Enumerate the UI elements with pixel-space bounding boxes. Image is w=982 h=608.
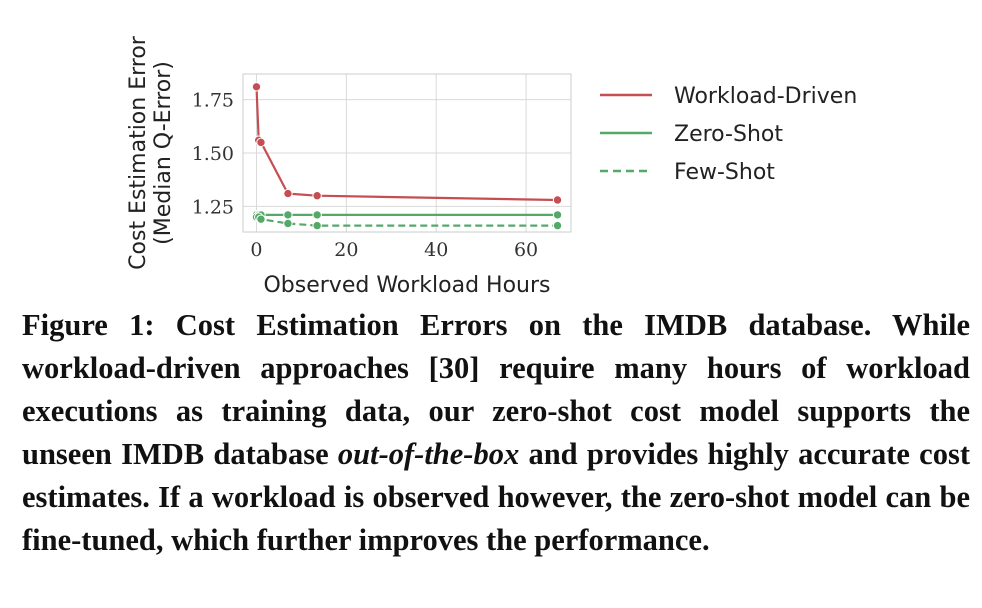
x-axis-label: Observed Workload Hours [263, 273, 550, 298]
legend-label-few-shot: Few-Shot [674, 160, 775, 185]
legend-label-zero-shot: Zero-Shot [674, 122, 783, 147]
series-line-workload-driven [255, 86, 558, 202]
data-point-zero-shot [312, 210, 322, 220]
y-tick-label: 1.50 [192, 143, 234, 165]
caption-text-start: Figure 1: Cost Estimation Errors on the … [22, 308, 970, 471]
x-tick-label: 40 [424, 239, 448, 261]
data-point-few-shot [283, 218, 293, 229]
legend-label-workload-driven: Workload-Driven [674, 84, 857, 109]
caption-italic: out-of-the-box [337, 437, 520, 471]
x-tick-label: 0 [250, 239, 262, 261]
y-tick-label: 1.25 [192, 196, 234, 218]
data-point-few-shot [552, 220, 563, 231]
cost-estimation-chart: 0 20 40 60 1.25 1.50 1.75 Cost Estimation Erro… [126, 35, 857, 298]
data-point-workload-driven [552, 195, 563, 205]
y-axis-label-line2: (Median Q-Error) [151, 61, 176, 245]
y-axis-label-line1: Cost Estimation Error [126, 35, 151, 270]
data-point-few-shot [312, 220, 322, 231]
legend: Workload-Driven Zero-Shot Few-Shot [600, 84, 857, 185]
caption-text-end: and provides highly accurate cost estima… [22, 437, 970, 557]
data-point-zero-shot [283, 210, 293, 220]
series-line-few-shot [256, 216, 558, 227]
data-point-workload-driven [251, 82, 262, 92]
data-point-few-shot [256, 214, 266, 224]
y-tick-label: 1.75 [192, 90, 234, 112]
data-point-workload-driven [283, 188, 293, 199]
figure-caption: Figure 1: Cost Estimation Errors on the … [22, 304, 970, 562]
plot-frame [242, 73, 572, 233]
data-point-zero-shot [552, 210, 563, 220]
x-tick-label: 60 [514, 239, 538, 261]
x-tick-label: 20 [334, 239, 358, 261]
data-point-workload-driven [256, 137, 266, 148]
data-point-workload-driven [312, 191, 322, 201]
